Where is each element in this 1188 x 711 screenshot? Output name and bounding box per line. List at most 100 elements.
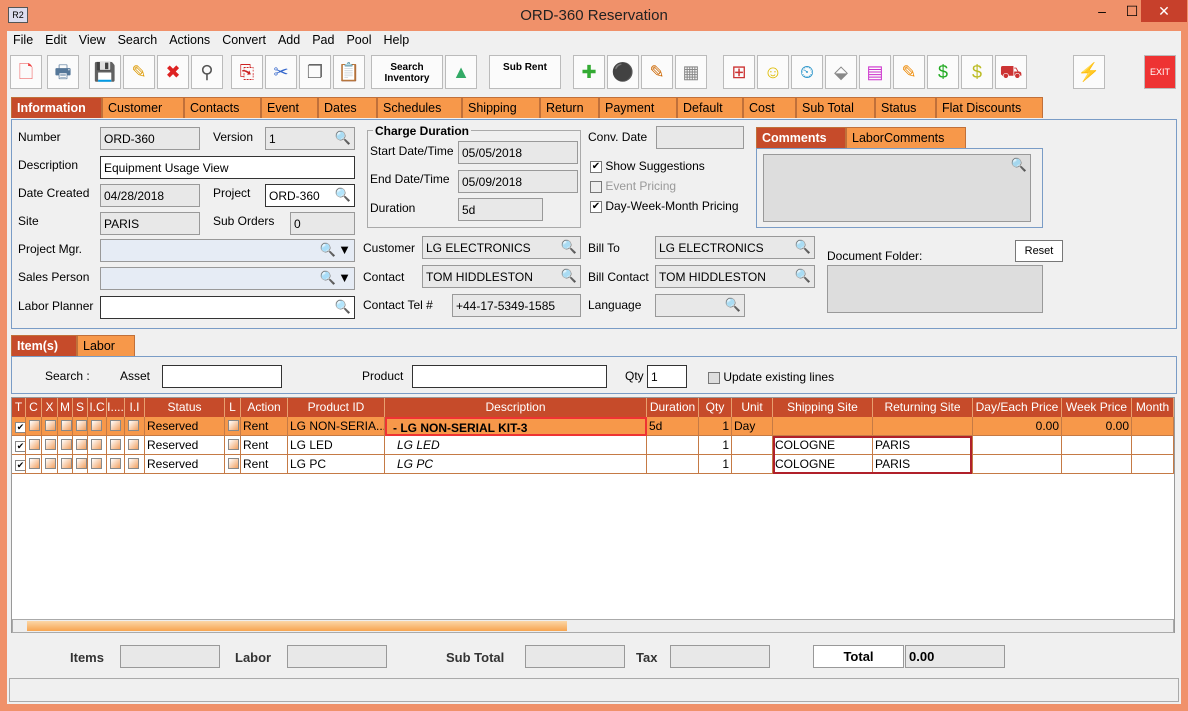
search-icon[interactable]: 🔍 (334, 299, 351, 314)
menu-search[interactable]: Search (117, 33, 158, 47)
menu-pad[interactable]: Pad (312, 33, 335, 47)
search-icon[interactable]: 🔍 (319, 242, 336, 257)
truck-icon[interactable]: ⛟ (995, 55, 1027, 89)
end-date-field[interactable]: 05/09/2018 (458, 170, 578, 193)
tab-items[interactable]: Item(s) (11, 335, 77, 356)
checkbox-icon[interactable] (76, 420, 87, 431)
menu-file[interactable]: File (13, 33, 34, 47)
bill-to-field[interactable]: LG ELECTRONICS 🔍 (655, 236, 815, 259)
search-icon[interactable]: 🔍 (560, 268, 577, 283)
column-header[interactable]: Status (145, 398, 225, 417)
maximize-button[interactable]: ☐ (1125, 3, 1139, 19)
table-row[interactable]: ✔ Reserved Rent LG NON-SERIA... - LG NON-SER… (12, 417, 1174, 436)
column-header[interactable]: Day/Each Price (973, 398, 1062, 417)
cut-scissors-icon[interactable]: ✂ (265, 55, 297, 89)
checkbox-icon[interactable] (61, 439, 72, 450)
customer-field[interactable]: LG ELECTRONICS 🔍 (422, 236, 581, 259)
tab-labor-comments[interactable]: LaborComments (846, 127, 966, 148)
tab-labor[interactable]: Labor (77, 335, 135, 356)
bill-contact-field[interactable]: TOM HIDDLESTON 🔍 (655, 265, 815, 288)
search-inventory-button[interactable]: Search Inventory (371, 55, 443, 89)
tab-schedules[interactable]: Schedules (377, 97, 462, 118)
checkbox-icon[interactable] (29, 439, 40, 450)
copy-order-icon[interactable]: ⎘ (231, 55, 263, 89)
menu-view[interactable]: View (78, 33, 106, 47)
smiley-icon[interactable]: ☺ (757, 55, 789, 89)
contact-tel-field[interactable]: +44-17-5349-1585 (452, 294, 581, 317)
menu-convert[interactable]: Convert (222, 33, 266, 47)
add-line-icon[interactable]: ✚ (573, 55, 605, 89)
menu-actions[interactable]: Actions (169, 33, 211, 47)
checkbox-icon[interactable] (228, 439, 239, 450)
column-header[interactable]: Action (241, 398, 288, 417)
contact-field[interactable]: TOM HIDDLESTON 🔍 (422, 265, 581, 288)
stack-icon[interactable]: ▤ (859, 55, 891, 89)
minimize-button[interactable]: – (1098, 3, 1106, 19)
column-header[interactable]: Month (1132, 398, 1174, 417)
menu-add[interactable]: Add (277, 33, 301, 47)
checkbox-icon[interactable] (228, 420, 239, 431)
checkbox-icon[interactable] (110, 439, 121, 450)
tab-status[interactable]: Status (875, 97, 936, 118)
search-icon[interactable]: 🔍 (334, 130, 351, 145)
project-mgr-dropdown[interactable]: 🔍 ▼ (100, 239, 355, 262)
tab-default[interactable]: Default (677, 97, 743, 118)
column-header[interactable]: C (26, 398, 42, 417)
column-header[interactable]: M (58, 398, 73, 417)
search-icon[interactable]: 🔍 (794, 268, 811, 283)
column-header[interactable]: T (12, 398, 26, 417)
menu-help[interactable]: Help (383, 33, 410, 47)
close-button[interactable]: ✕ (1141, 0, 1187, 22)
new-document-icon[interactable]: 🗋 (10, 55, 42, 89)
tab-flat-discounts[interactable]: Flat Discounts (936, 97, 1043, 118)
binoculars-icon[interactable]: ⚲ (191, 55, 223, 89)
checkbox-icon[interactable] (45, 439, 56, 450)
update-existing-checkbox[interactable]: Update existing lines (708, 370, 834, 384)
tab-comments[interactable]: Comments (756, 127, 846, 148)
column-header[interactable]: Week Price (1062, 398, 1132, 417)
column-header[interactable]: I.C (88, 398, 107, 417)
calendar-icon[interactable]: ▦ (675, 55, 707, 89)
checkbox-icon[interactable] (29, 458, 40, 469)
ticket-icon[interactable]: ⬙ (825, 55, 857, 89)
column-header[interactable]: Description (385, 398, 647, 417)
conv-date-field[interactable] (656, 126, 744, 149)
checkbox-icon[interactable] (45, 458, 56, 469)
column-header[interactable]: Duration (647, 398, 699, 417)
checkbox-icon[interactable] (45, 420, 56, 431)
table-row[interactable]: ✔ Reserved Rent LG LED LG LED 1 COLOGNE PARIS (12, 436, 1174, 455)
checkbox-icon[interactable] (91, 458, 102, 469)
exit-button[interactable]: EXIT (1144, 55, 1176, 89)
copy-icon[interactable]: ❐ (299, 55, 331, 89)
tab-information[interactable]: Information (11, 97, 102, 118)
paste-icon[interactable]: 📋 (333, 55, 365, 89)
checkbox-icon[interactable] (91, 420, 102, 431)
document-folder-field[interactable] (827, 265, 1043, 313)
checkbox-icon[interactable] (228, 458, 239, 469)
tab-return[interactable]: Return (540, 97, 599, 118)
sub-orders-field[interactable]: 0 (290, 212, 355, 235)
menu-edit[interactable]: Edit (45, 33, 67, 47)
sort-icon[interactable]: ▲ (445, 55, 477, 89)
version-field[interactable]: 1 🔍 (265, 127, 355, 150)
search-icon[interactable]: 🔍 (319, 270, 336, 285)
org-chart-icon[interactable]: ⊞ (723, 55, 755, 89)
money-icon[interactable]: $ (927, 55, 959, 89)
reset-button[interactable]: Reset (1015, 240, 1063, 262)
tab-dates[interactable]: Dates (318, 97, 377, 118)
checkbox-icon[interactable] (128, 458, 139, 469)
chevron-down-icon[interactable]: ▼ (338, 270, 351, 285)
dwm-pricing-checkbox[interactable]: ✔ Day-Week-Month Pricing (590, 199, 739, 213)
column-header[interactable]: X (42, 398, 58, 417)
search-icon[interactable]: 🔍 (724, 297, 741, 312)
duration-field[interactable]: 5d (458, 198, 543, 221)
sales-person-dropdown[interactable]: 🔍 ▼ (100, 267, 355, 290)
checkbox-icon[interactable] (91, 439, 102, 450)
checkbox-icon[interactable] (128, 420, 139, 431)
table-row[interactable]: ✔ Reserved Rent LG PC LG PC 1 COLOGNE PARIS (12, 455, 1174, 474)
description-field[interactable]: Equipment Usage View (100, 156, 355, 179)
search-icon[interactable]: 🔍 (334, 187, 351, 202)
print-icon[interactable]: 🖶 (47, 55, 79, 89)
menu-pool[interactable]: Pool (346, 33, 372, 47)
product-input[interactable] (412, 365, 607, 388)
